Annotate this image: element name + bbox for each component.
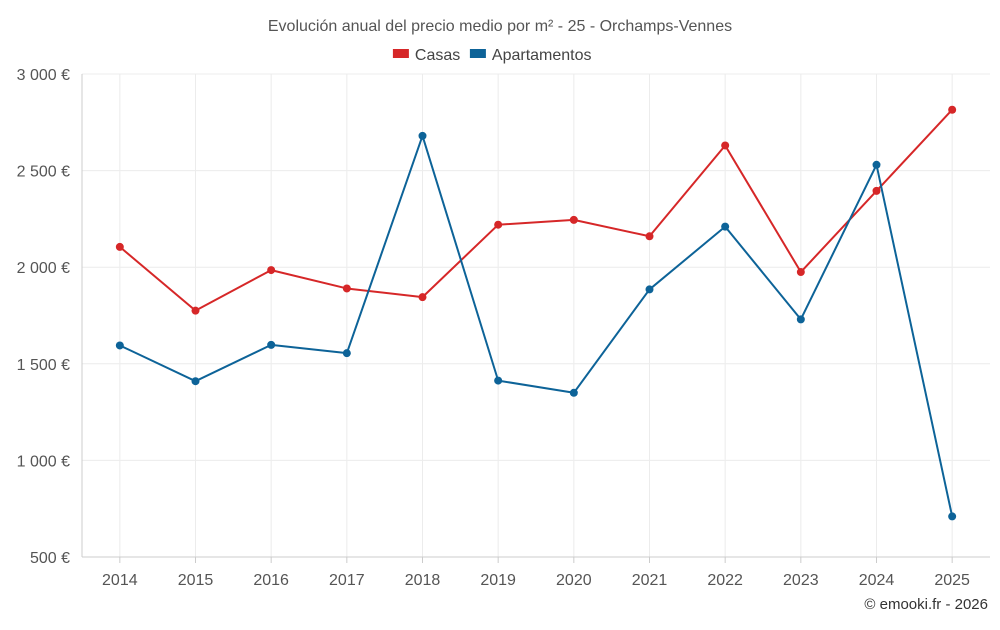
x-tick-label: 2014 [102,572,138,589]
chart-title: Evolución anual del precio medio por m² … [268,18,732,35]
data-point-apartamentos[interactable] [494,376,503,385]
data-point-apartamentos[interactable] [796,315,805,324]
y-tick-label: 2 500 € [17,164,70,181]
axes: 500 € 1 000 € 1 500 € 2 000 € 2 500 € 3 000 €… [17,67,990,589]
grid [82,73,990,558]
data-point-casas[interactable] [721,141,730,150]
data-point-apartamentos[interactable] [645,285,654,294]
legend-swatch [469,49,486,58]
x-tick-label: 2025 [934,572,970,589]
y-tick-label: 500 € [30,550,70,567]
data-point-apartamentos[interactable] [115,341,124,350]
series [115,105,957,521]
data-point-casas[interactable] [645,232,654,241]
series-line-apartamentos [119,134,954,517]
data-point-casas[interactable] [342,284,351,293]
y-tick-label: 1 000 € [17,453,70,470]
data-point-casas[interactable] [494,220,503,229]
data-point-apartamentos[interactable] [418,131,427,140]
x-tick-label: 2018 [405,572,441,589]
data-point-apartamentos[interactable] [569,388,578,397]
x-tick-label: 2015 [178,572,214,589]
copyright-credit: © emooki.fr - 2026 [864,596,988,613]
data-point-casas[interactable] [796,268,805,277]
data-point-casas[interactable] [267,266,276,275]
x-tick-label: 2023 [783,572,819,589]
y-tick-label: 3 000 € [17,67,70,84]
legend[interactable]: Casas Apartamentos [392,47,592,64]
data-point-apartamentos[interactable] [191,377,200,386]
legend-item-casas[interactable]: Casas [392,47,460,64]
data-point-apartamentos[interactable] [267,340,276,349]
x-tick-label: 2022 [707,572,743,589]
data-point-casas[interactable] [191,306,200,315]
series-casas [115,105,957,315]
x-tick-label: 2017 [329,572,365,589]
legend-swatch [392,49,409,58]
data-point-apartamentos[interactable] [342,349,351,358]
data-point-casas[interactable] [948,105,957,114]
data-point-casas[interactable] [418,293,427,302]
data-point-apartamentos[interactable] [872,160,881,169]
x-tick-label: 2020 [556,572,592,589]
y-tick-label: 1 500 € [17,357,70,374]
legend-label: Casas [415,47,460,64]
x-tick-label: 2024 [859,572,895,589]
y-tick-label: 2 000 € [17,260,70,277]
data-point-apartamentos[interactable] [721,222,730,231]
x-tick-label: 2019 [480,572,516,589]
series-line-casas [119,109,953,312]
series-apartamentos [115,131,957,521]
x-tick-label: 2016 [253,572,289,589]
data-point-casas[interactable] [115,242,124,251]
legend-label: Apartamentos [492,47,592,64]
x-tick-label: 2021 [632,572,668,589]
data-point-casas[interactable] [872,186,881,195]
data-point-apartamentos[interactable] [948,512,957,521]
data-point-casas[interactable] [569,215,578,224]
legend-item-apartamentos[interactable]: Apartamentos [469,47,592,64]
